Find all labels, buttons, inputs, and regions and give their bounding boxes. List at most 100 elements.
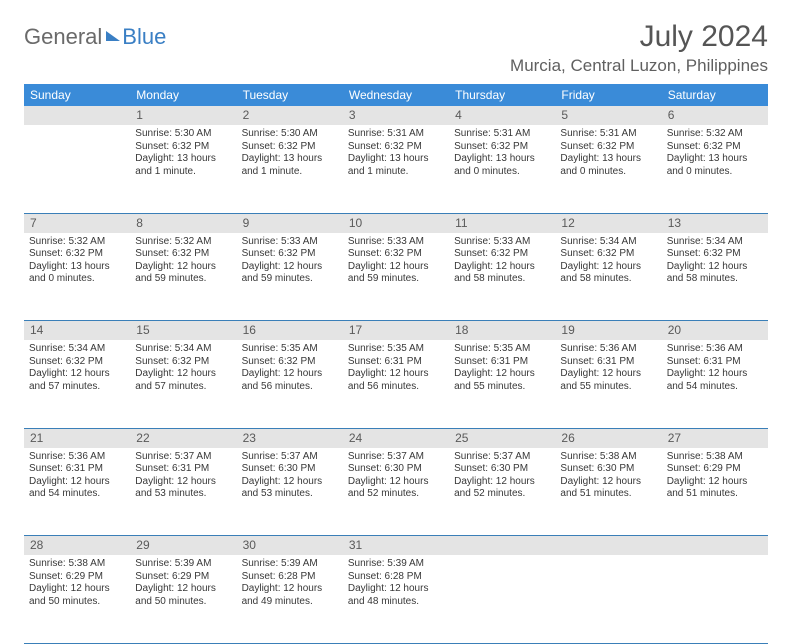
sunrise-line: Sunrise: 5:39 AM bbox=[348, 558, 444, 571]
day-number bbox=[24, 106, 130, 125]
page-header: General Blue July 2024 Murcia, Central L… bbox=[24, 20, 768, 76]
daynum-row: 78910111213 bbox=[24, 213, 768, 233]
day1-line: Daylight: 12 hours bbox=[667, 476, 763, 489]
day1-line: Daylight: 13 hours bbox=[29, 261, 125, 274]
sunrise-line: Sunrise: 5:32 AM bbox=[29, 236, 125, 249]
day-cell-content: Sunrise: 5:32 AMSunset: 6:32 PMDaylight:… bbox=[130, 233, 236, 291]
sunrise-line: Sunrise: 5:34 AM bbox=[135, 343, 231, 356]
day-number: 11 bbox=[449, 213, 555, 233]
sunrise-line: Sunrise: 5:38 AM bbox=[560, 451, 656, 464]
sunrise-line: Sunrise: 5:34 AM bbox=[560, 236, 656, 249]
day1-line: Daylight: 13 hours bbox=[560, 153, 656, 166]
day-cell: Sunrise: 5:39 AMSunset: 6:28 PMDaylight:… bbox=[343, 555, 449, 643]
day-cell-content: Sunrise: 5:39 AMSunset: 6:29 PMDaylight:… bbox=[130, 555, 236, 613]
day-number: 22 bbox=[130, 428, 236, 448]
day2-line: and 0 minutes. bbox=[560, 166, 656, 179]
sunrise-line: Sunrise: 5:30 AM bbox=[135, 128, 231, 141]
day-cell-content: Sunrise: 5:35 AMSunset: 6:31 PMDaylight:… bbox=[449, 340, 555, 398]
day1-line: Daylight: 12 hours bbox=[560, 476, 656, 489]
day2-line: and 58 minutes. bbox=[667, 273, 763, 286]
day-number: 8 bbox=[130, 213, 236, 233]
sunset-line: Sunset: 6:32 PM bbox=[242, 141, 338, 154]
sunrise-line: Sunrise: 5:35 AM bbox=[454, 343, 550, 356]
day-number: 26 bbox=[555, 428, 661, 448]
day1-line: Daylight: 12 hours bbox=[667, 261, 763, 274]
col-wednesday: Wednesday bbox=[343, 84, 449, 106]
sunset-line: Sunset: 6:31 PM bbox=[667, 356, 763, 369]
day-number: 4 bbox=[449, 106, 555, 125]
day-number bbox=[449, 536, 555, 556]
day-number: 20 bbox=[662, 321, 768, 341]
title-block: July 2024 Murcia, Central Luzon, Philipp… bbox=[510, 20, 768, 76]
day-cell-content: Sunrise: 5:37 AMSunset: 6:31 PMDaylight:… bbox=[130, 448, 236, 506]
day2-line: and 55 minutes. bbox=[560, 381, 656, 394]
day-cell-content: Sunrise: 5:38 AMSunset: 6:29 PMDaylight:… bbox=[662, 448, 768, 506]
sunset-line: Sunset: 6:32 PM bbox=[29, 356, 125, 369]
day-number: 15 bbox=[130, 321, 236, 341]
sunset-line: Sunset: 6:31 PM bbox=[29, 463, 125, 476]
day-cell: Sunrise: 5:30 AMSunset: 6:32 PMDaylight:… bbox=[130, 125, 236, 213]
day-cell: Sunrise: 5:37 AMSunset: 6:30 PMDaylight:… bbox=[449, 448, 555, 536]
sunset-line: Sunset: 6:32 PM bbox=[667, 248, 763, 261]
sunset-line: Sunset: 6:30 PM bbox=[348, 463, 444, 476]
day-cell-content: Sunrise: 5:30 AMSunset: 6:32 PMDaylight:… bbox=[237, 125, 343, 183]
sunrise-line: Sunrise: 5:33 AM bbox=[454, 236, 550, 249]
day2-line: and 1 minute. bbox=[348, 166, 444, 179]
daynum-row: 14151617181920 bbox=[24, 321, 768, 341]
day-cell-content: Sunrise: 5:36 AMSunset: 6:31 PMDaylight:… bbox=[555, 340, 661, 398]
sunset-line: Sunset: 6:30 PM bbox=[242, 463, 338, 476]
sunrise-line: Sunrise: 5:36 AM bbox=[560, 343, 656, 356]
day-cell: Sunrise: 5:35 AMSunset: 6:32 PMDaylight:… bbox=[237, 340, 343, 428]
day-cell: Sunrise: 5:33 AMSunset: 6:32 PMDaylight:… bbox=[449, 233, 555, 321]
day2-line: and 57 minutes. bbox=[29, 381, 125, 394]
day-number: 18 bbox=[449, 321, 555, 341]
sunset-line: Sunset: 6:32 PM bbox=[667, 141, 763, 154]
day2-line: and 1 minute. bbox=[135, 166, 231, 179]
day-number: 1 bbox=[130, 106, 236, 125]
day1-line: Daylight: 12 hours bbox=[454, 368, 550, 381]
day1-line: Daylight: 13 hours bbox=[667, 153, 763, 166]
day-number: 24 bbox=[343, 428, 449, 448]
brand-triangle-icon bbox=[106, 31, 120, 41]
day-cell-content: Sunrise: 5:39 AMSunset: 6:28 PMDaylight:… bbox=[343, 555, 449, 613]
sunrise-line: Sunrise: 5:33 AM bbox=[348, 236, 444, 249]
sunrise-line: Sunrise: 5:36 AM bbox=[667, 343, 763, 356]
sunrise-line: Sunrise: 5:37 AM bbox=[348, 451, 444, 464]
day-cell-content: Sunrise: 5:33 AMSunset: 6:32 PMDaylight:… bbox=[237, 233, 343, 291]
day2-line: and 57 minutes. bbox=[135, 381, 231, 394]
sunrise-line: Sunrise: 5:32 AM bbox=[667, 128, 763, 141]
day-number: 19 bbox=[555, 321, 661, 341]
day1-line: Daylight: 12 hours bbox=[560, 261, 656, 274]
day2-line: and 0 minutes. bbox=[667, 166, 763, 179]
daynum-row: 123456 bbox=[24, 106, 768, 125]
day-number: 30 bbox=[237, 536, 343, 556]
col-thursday: Thursday bbox=[449, 84, 555, 106]
sunrise-line: Sunrise: 5:31 AM bbox=[560, 128, 656, 141]
day2-line: and 0 minutes. bbox=[29, 273, 125, 286]
day-cell-content: Sunrise: 5:37 AMSunset: 6:30 PMDaylight:… bbox=[343, 448, 449, 506]
sunset-line: Sunset: 6:32 PM bbox=[135, 248, 231, 261]
day-cell bbox=[662, 555, 768, 643]
day1-line: Daylight: 12 hours bbox=[348, 583, 444, 596]
day-number: 7 bbox=[24, 213, 130, 233]
day-cell: Sunrise: 5:34 AMSunset: 6:32 PMDaylight:… bbox=[24, 340, 130, 428]
sunset-line: Sunset: 6:31 PM bbox=[348, 356, 444, 369]
sunset-line: Sunset: 6:32 PM bbox=[454, 141, 550, 154]
week-row: Sunrise: 5:34 AMSunset: 6:32 PMDaylight:… bbox=[24, 340, 768, 428]
sunrise-line: Sunrise: 5:31 AM bbox=[454, 128, 550, 141]
day-cell-content: Sunrise: 5:35 AMSunset: 6:31 PMDaylight:… bbox=[343, 340, 449, 398]
day2-line: and 53 minutes. bbox=[242, 488, 338, 501]
sunset-line: Sunset: 6:32 PM bbox=[242, 248, 338, 261]
daynum-row: 28293031 bbox=[24, 536, 768, 556]
day-cell: Sunrise: 5:33 AMSunset: 6:32 PMDaylight:… bbox=[343, 233, 449, 321]
sunset-line: Sunset: 6:32 PM bbox=[242, 356, 338, 369]
day-cell: Sunrise: 5:37 AMSunset: 6:31 PMDaylight:… bbox=[130, 448, 236, 536]
day2-line: and 59 minutes. bbox=[242, 273, 338, 286]
day-cell-content: Sunrise: 5:39 AMSunset: 6:28 PMDaylight:… bbox=[237, 555, 343, 613]
day1-line: Daylight: 12 hours bbox=[242, 368, 338, 381]
day1-line: Daylight: 13 hours bbox=[242, 153, 338, 166]
day-cell: Sunrise: 5:39 AMSunset: 6:29 PMDaylight:… bbox=[130, 555, 236, 643]
day-cell-content: Sunrise: 5:32 AMSunset: 6:32 PMDaylight:… bbox=[662, 125, 768, 183]
day-cell: Sunrise: 5:38 AMSunset: 6:30 PMDaylight:… bbox=[555, 448, 661, 536]
day2-line: and 51 minutes. bbox=[667, 488, 763, 501]
